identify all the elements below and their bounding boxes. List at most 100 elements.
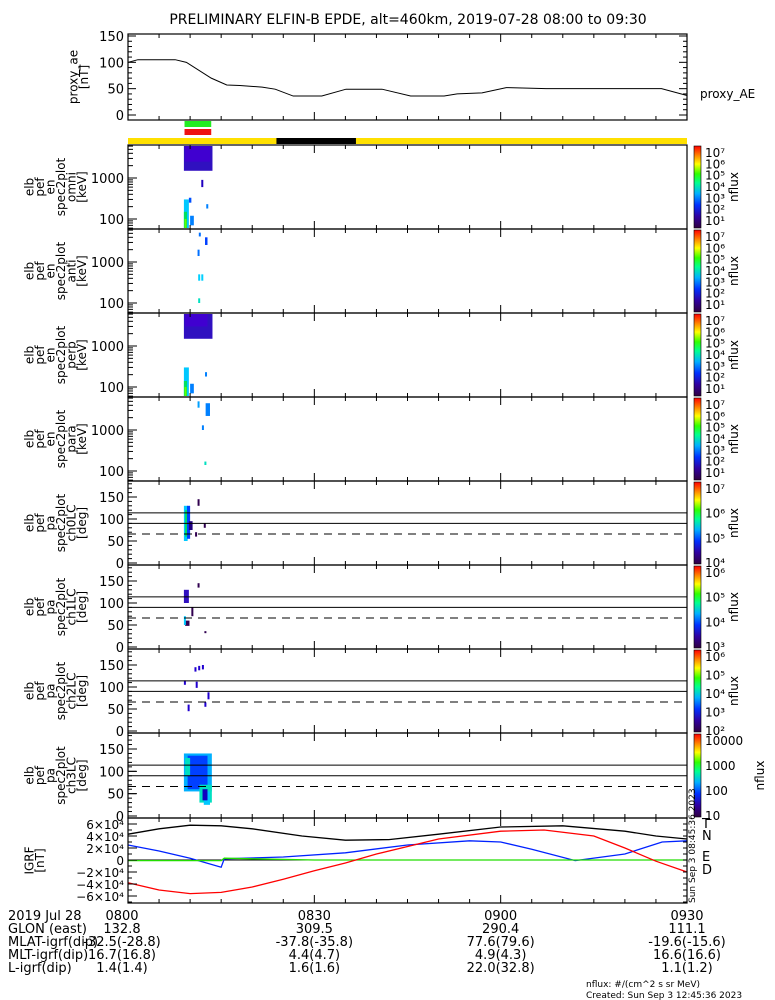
flux-pixel-block xyxy=(195,532,198,537)
flux-pixel-block xyxy=(201,665,204,670)
panel-ylabel-line: pef xyxy=(33,345,47,365)
y-tick-label: 150 xyxy=(99,491,124,506)
y-tick-label: −6×10⁴ xyxy=(76,890,124,904)
panel-frame xyxy=(127,396,688,482)
igrf-D-line xyxy=(127,829,688,895)
igrf-legend-E: E xyxy=(702,850,710,865)
y-tick-label: 0 xyxy=(116,557,124,572)
flux-pixel-block xyxy=(204,702,207,707)
colorbar-tick-label: 10000 xyxy=(705,734,743,748)
panel-ylabel-line: [keV] xyxy=(75,423,89,454)
proxy-ae-legend: proxy_AE xyxy=(700,87,755,101)
panel-ylabel-line: en xyxy=(44,180,58,195)
y-tick-label: 150 xyxy=(99,743,124,758)
footer-value: 1.6(1.6) xyxy=(289,961,341,976)
panel-ylabel-line: ch2LC xyxy=(65,673,79,710)
y-tick-label: 100 xyxy=(99,513,124,528)
footer-row-label: MLT-igrf(dip) xyxy=(8,948,88,963)
colorbar-tick-label: 10⁵ xyxy=(705,421,725,435)
footer-row-label: 2019 Jul 28 xyxy=(8,909,82,924)
y-tick-label: 100 xyxy=(99,465,124,480)
panel-ylabel-line: elb xyxy=(23,682,37,700)
flux-pixel-block xyxy=(197,499,200,506)
panel-ylabel-line: spec2plot xyxy=(54,577,68,636)
panel-ylabel-line: perp xyxy=(65,341,79,369)
panel-ylabel-line: en xyxy=(44,264,58,279)
panel-ylabel-line: elb xyxy=(23,598,37,616)
panel-ylabel-line: en xyxy=(44,348,58,363)
flux-pixel-block xyxy=(187,755,208,790)
colorbar-tick-label: 10⁷ xyxy=(705,482,725,496)
y-tick-label: −4×10⁴ xyxy=(76,878,124,892)
igrf-N-line xyxy=(127,840,688,868)
plot-title: PRELIMINARY ELFIN-B EPDE, alt=460km, 201… xyxy=(169,12,646,28)
colorbar-tick-label: 10⁴ xyxy=(705,687,725,701)
panel-ylabel-line: elb xyxy=(23,178,37,196)
panel-ylabel-line: pef xyxy=(33,513,47,533)
panel-ylabel-line: pef xyxy=(33,681,47,701)
spectrogram-panel-4: 1001000elbpefenspec2plotpara[keV]10⁷10⁶1… xyxy=(23,396,741,482)
igrf-legend-N: N xyxy=(702,829,712,844)
panel-ylabel-line: spec2plot xyxy=(54,157,68,216)
spectrogram-panel-3: 1001000elbpefenspec2plotperp[keV]10⁷10⁶1… xyxy=(23,312,741,398)
colorbar-tick-label: 10⁴ xyxy=(705,556,725,570)
panel-ylabel-line: pa xyxy=(44,768,58,783)
vertical-timestamp: Sun Sep 3 08:45:36 2023 xyxy=(688,788,698,903)
panel-ylabel-line: [nT] xyxy=(33,848,47,872)
flux-pixel-block xyxy=(188,521,193,530)
panel-ylabel-line: proxy_ae xyxy=(67,50,81,104)
colorbar-tick-label: 10 xyxy=(705,809,720,823)
flux-pixel-block xyxy=(202,789,208,801)
y-tick-label: −2×10⁴ xyxy=(76,866,124,880)
colorbar xyxy=(693,229,702,313)
flux-pixel-block xyxy=(185,757,191,776)
flux-pixel-block xyxy=(185,620,190,626)
panel-ylabel-line: spec2plot xyxy=(54,493,68,552)
colorbar xyxy=(693,649,702,733)
colorbar-tick-label: 10⁷ xyxy=(705,146,725,160)
footer-value: 22.0(32.8) xyxy=(467,961,535,976)
colorbar-tick-label: 10⁶ xyxy=(705,157,725,171)
colorbar xyxy=(693,397,702,481)
y-tick-label: 0 xyxy=(116,109,124,124)
spectrogram-panel-2: 1001000elbpefenspec2plotanti[keV]10⁷10⁶1… xyxy=(23,228,741,314)
footer-value: 0900 xyxy=(484,909,517,924)
y-tick-label: 6×10⁴ xyxy=(86,818,124,832)
panel-ylabel-line: elb xyxy=(23,430,37,448)
flux-pixel-block xyxy=(205,372,208,377)
flux-pixel-block xyxy=(195,681,198,688)
panel-frame xyxy=(127,33,688,121)
sunlight-bar xyxy=(128,138,687,144)
y-tick-label: 1000 xyxy=(91,424,124,439)
y-tick-label: 100 xyxy=(99,681,124,696)
flux-pixel-block xyxy=(191,607,194,617)
footer-value: -32.5(-28.8) xyxy=(83,935,160,950)
y-tick-label: 50 xyxy=(107,788,124,803)
flux-pixel-block xyxy=(187,704,190,712)
flux-pixel-block xyxy=(197,249,200,257)
panel-ylabel-line: spec2plot xyxy=(54,325,68,384)
panel-ylabel-line: pef xyxy=(33,177,47,197)
footer-value: 1.1(1.2) xyxy=(661,961,713,976)
colorbar-tick-label: 10⁶ xyxy=(705,325,725,339)
colorbar xyxy=(693,733,702,818)
colorbar-tick-label: 10⁵ xyxy=(705,531,725,545)
colorbar-label: nflux xyxy=(727,424,741,454)
panel-ylabel-line: pef xyxy=(33,597,47,617)
flux-pixel-block xyxy=(183,616,186,625)
footer-ephemeris: 2019 Jul 28 0800 0830 0900 0930 GLON (east) 13… xyxy=(8,909,726,976)
flux-pixel-block xyxy=(207,692,210,700)
y-tick-label: 1000 xyxy=(91,172,124,187)
panel-ylabel-line: spec2plot xyxy=(54,409,68,468)
plot-panels: 050100150proxy_ae[nT]1001000elbpefenspec… xyxy=(23,30,768,904)
proxy-ae-panel: 0 50 100 150 proxy_ae[nT] xyxy=(67,30,688,124)
y-tick-label: 0 xyxy=(116,725,124,740)
y-tick-label: 50 xyxy=(107,535,124,550)
colorbar-tick-label: 10⁴ xyxy=(705,348,725,362)
footer-value: 111.1 xyxy=(668,922,705,937)
panel-ylabel-line: [keV] xyxy=(75,171,89,202)
flux-pixel-block xyxy=(205,237,208,245)
